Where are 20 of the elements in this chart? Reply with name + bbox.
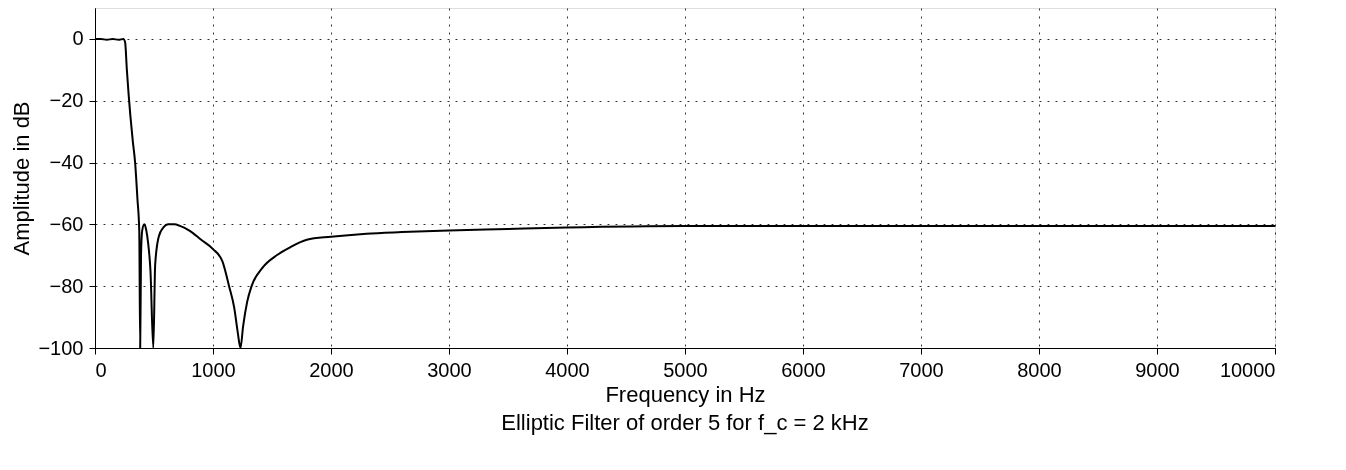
y-axis-title: Amplitude in dB: [9, 101, 35, 256]
x-tick-label: 10000: [1219, 358, 1276, 381]
y-tick-label: −20: [49, 89, 84, 112]
x-tick-label: 9000: [1135, 358, 1180, 381]
x-tick-label: 1000: [191, 358, 236, 381]
x-tick-label: 7000: [899, 358, 944, 381]
y-tick-label: −100: [38, 336, 84, 359]
x-tick-label: 2000: [309, 358, 354, 381]
x-tick-label: 6000: [781, 358, 826, 381]
x-tick-label: 4000: [545, 358, 590, 381]
x-tick-label: 8000: [1017, 358, 1062, 381]
text: Elliptic Filter of order 5 for f_c = 2 kHz: [501, 410, 869, 435]
x-tick-label: 5000: [663, 358, 708, 381]
y-tick-label: −80: [49, 274, 84, 297]
x-tick-label: 3000: [427, 358, 472, 381]
y-tick-label: −60: [49, 212, 84, 235]
y-tick-label: 0: [72, 27, 84, 50]
x-axis-title: Frequency in Hz: [605, 381, 766, 407]
x-tick-label: 0: [95, 358, 107, 381]
y-tick-label: −40: [49, 151, 84, 174]
